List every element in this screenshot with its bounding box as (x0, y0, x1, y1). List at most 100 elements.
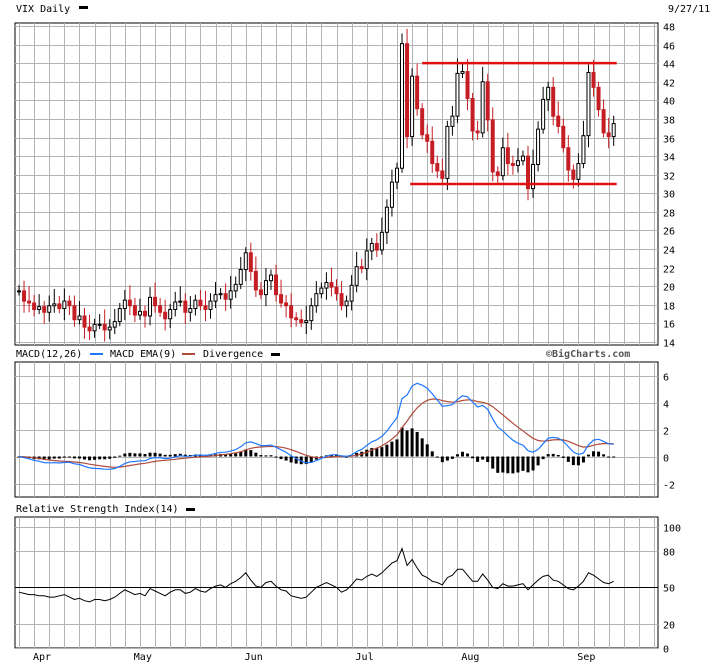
panel-frame-2 (14, 516, 659, 649)
divergence-bar (526, 456, 530, 473)
divergence-bar (178, 453, 182, 457)
divergence-bar (239, 451, 243, 457)
candle-body (158, 305, 163, 313)
divergence-bar (163, 454, 167, 457)
rsi-axis: 100 80 50 20 0 (663, 524, 681, 656)
chart-title: VIX Daily (16, 4, 70, 15)
divergence-bar (450, 456, 454, 459)
price-tick-label: 40 (663, 97, 675, 108)
candle-body (168, 308, 173, 320)
candle-body (188, 308, 193, 313)
candle-body (208, 300, 213, 310)
candle-body (480, 81, 485, 134)
candle-body (389, 181, 394, 208)
divergence-legend-label: Divergence (203, 349, 263, 360)
candle-body (354, 266, 359, 286)
divergence-bar (370, 448, 374, 457)
divergence-bar (571, 456, 575, 466)
divergence-bar (309, 456, 313, 463)
candle-body (22, 290, 27, 302)
candle-body (268, 274, 273, 282)
candle-body (67, 300, 72, 307)
candle-body (122, 299, 127, 310)
divergence-bar (420, 438, 424, 457)
divergence-bar (435, 456, 439, 458)
divergence-bar (294, 456, 298, 464)
candle-body (400, 43, 405, 169)
divergence-bar (586, 454, 590, 457)
candle-body (551, 86, 556, 117)
rsi-legend-label: Relative Strength Index(14) (16, 504, 179, 515)
month-label: Aug (461, 652, 479, 663)
candle-body (47, 305, 52, 313)
candle-body (410, 75, 415, 138)
price-tick-label: 22 (663, 265, 675, 276)
month-label: Jun (245, 652, 263, 663)
rsi-lines (18, 547, 614, 603)
price-tick-label: 42 (663, 79, 675, 90)
divergence-bar (541, 456, 545, 460)
divergence-bar (93, 456, 97, 460)
price-tick-label: 28 (663, 209, 675, 220)
macd-lines (18, 382, 614, 470)
candle-body (601, 109, 606, 134)
macd-axis: 6 4 2 0 -2 (663, 373, 675, 492)
divergence-bar (551, 453, 555, 457)
candle-body (420, 108, 425, 136)
month-label: Sep (577, 652, 595, 663)
candle-body (284, 302, 289, 307)
divergence-bar (576, 456, 580, 466)
candle-body (344, 300, 349, 307)
candle-body (450, 115, 455, 127)
divergence-bar (299, 456, 303, 465)
candle-body (223, 293, 228, 300)
divergence-bar (289, 456, 293, 463)
candle-body (329, 282, 334, 288)
macd-tick-label: 6 (663, 373, 669, 384)
candle-body (148, 296, 153, 317)
candle-body (566, 147, 571, 171)
price-tick-label: 48 (663, 23, 675, 34)
candle-body (228, 290, 233, 300)
divergence-bar (335, 454, 338, 457)
candle-body (279, 294, 284, 304)
watermark: ©BigCharts.com (546, 348, 630, 360)
month-label: May (134, 652, 152, 663)
divergence-bar (501, 456, 505, 473)
candle-body (369, 242, 374, 252)
candle-body (17, 290, 21, 293)
candle-body (218, 293, 223, 296)
candle-body (339, 293, 344, 307)
candle-body (379, 231, 384, 251)
candle-body (97, 323, 102, 326)
panel-frame-1 (14, 361, 659, 498)
candle-body (465, 71, 470, 99)
divergence-bar (269, 455, 273, 457)
divergence-bar (385, 444, 389, 457)
divergence-bar (168, 454, 172, 457)
divergence-bar (496, 456, 500, 473)
candle-body (253, 270, 258, 291)
rsi-tick-label: 20 (663, 621, 675, 632)
divergence-bar (259, 455, 263, 457)
candle-body (294, 317, 299, 321)
divergence-bar (415, 431, 419, 457)
divergence-bar (395, 439, 399, 457)
divergence-bar (380, 447, 384, 457)
candle-body (178, 300, 183, 303)
candle-body (163, 311, 168, 320)
candle-body (193, 299, 198, 310)
rsi-tick-label: 100 (663, 524, 681, 535)
price-tick-label: 24 (663, 246, 675, 257)
divergence-bar (400, 427, 404, 457)
divergence-bar (173, 454, 177, 457)
divergence-bar (83, 456, 87, 460)
macd-legend-label: MACD(12,26) (16, 349, 82, 360)
candle-body (52, 303, 57, 307)
candle-body (505, 147, 510, 165)
divergence-bar (274, 456, 278, 458)
candle-body (309, 305, 314, 322)
divergence-bar (254, 452, 258, 457)
candle-body (299, 319, 304, 323)
candle-body (238, 269, 243, 285)
